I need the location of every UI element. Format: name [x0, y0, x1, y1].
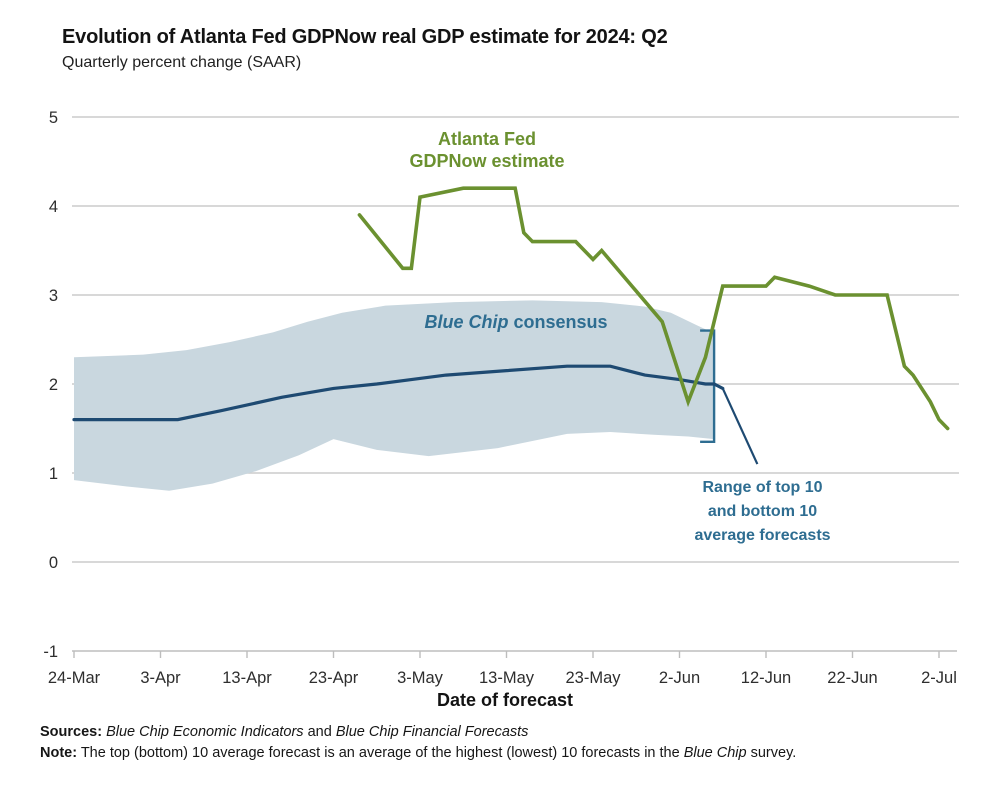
blue-chip-consensus-label-italic: Blue Chip: [424, 312, 509, 332]
forecast-range-label: Range of top 10 and bottom 10 average fo…: [655, 476, 870, 548]
sources-line: Sources: Blue Chip Economic Indicators a…: [40, 722, 870, 743]
x-tick-label-12-Jun: 12-Jun: [741, 669, 791, 687]
sources-and: and: [303, 724, 336, 740]
forecast-range-label-line1: Range of top 10: [702, 479, 823, 496]
y-tick-label-1: 1: [49, 465, 58, 483]
note-text: The top (bottom) 10 average forecast is …: [77, 744, 684, 761]
note-line: Note: The top (bottom) 10 average foreca…: [40, 743, 870, 764]
y-tick-label-0: 0: [49, 554, 58, 572]
x-tick-label-2-Jul: 2-Jul: [921, 669, 957, 687]
chart-subtitle: Quarterly percent change (SAAR): [62, 54, 302, 71]
x-tick-label-3-Apr: 3-Apr: [140, 669, 181, 687]
x-tick-label-22-Jun: 22-Jun: [827, 669, 877, 687]
note-tail: survey.: [746, 744, 797, 761]
y-tick-label--1: -1: [43, 643, 58, 661]
sources-publication-2: Blue Chip Financial Forecasts: [335, 724, 529, 740]
sources-publication-1: Blue Chip Economic Indicators: [106, 724, 304, 740]
footer-notes: Sources: Blue Chip Economic Indicators a…: [40, 722, 870, 763]
y-tick-label-2: 2: [49, 376, 58, 394]
y-tick-label-4: 4: [49, 198, 58, 216]
forecast-range-label-line3: average forecasts: [694, 527, 831, 544]
note-publication: Blue Chip: [683, 744, 747, 761]
range-bracket: [700, 329, 716, 444]
blue-chip-consensus-label-rest: consensus: [508, 312, 608, 332]
x-tick-label-23-May: 23-May: [565, 669, 621, 687]
forecast-range-band: [74, 300, 715, 491]
gdpnow-estimate-label: Atlanta Fed GDPNow estimate: [372, 128, 602, 172]
blue-chip-consensus-label: Blue Chip consensus: [386, 312, 646, 333]
range-leader-line: [721, 387, 759, 465]
gdpnow-estimate-label-line1: Atlanta Fed: [437, 129, 536, 149]
x-tick-label-13-May: 13-May: [479, 669, 535, 687]
x-tick-label-24-Mar: 24-Mar: [48, 669, 101, 687]
y-tick-label-3: 3: [49, 287, 58, 305]
sources-label: Sources:: [40, 724, 103, 740]
x-tick-label-3-May: 3-May: [397, 669, 444, 687]
x-tick-label-2-Jun: 2-Jun: [659, 669, 700, 687]
gdpnow-estimate-line: [357, 186, 950, 431]
x-axis-title: Date of forecast: [436, 690, 574, 710]
forecast-range-label-line2: and bottom 10: [707, 503, 818, 520]
chart-title: Evolution of Atlanta Fed GDPNow real GDP…: [62, 26, 668, 48]
x-tick-label-23-Apr: 23-Apr: [309, 669, 359, 687]
note-label: Note:: [40, 744, 78, 761]
y-tick-label-5: 5: [49, 109, 58, 127]
gdpnow-estimate-label-line2: GDPNow estimate: [409, 151, 565, 171]
x-tick-label-13-Apr: 13-Apr: [222, 669, 272, 687]
